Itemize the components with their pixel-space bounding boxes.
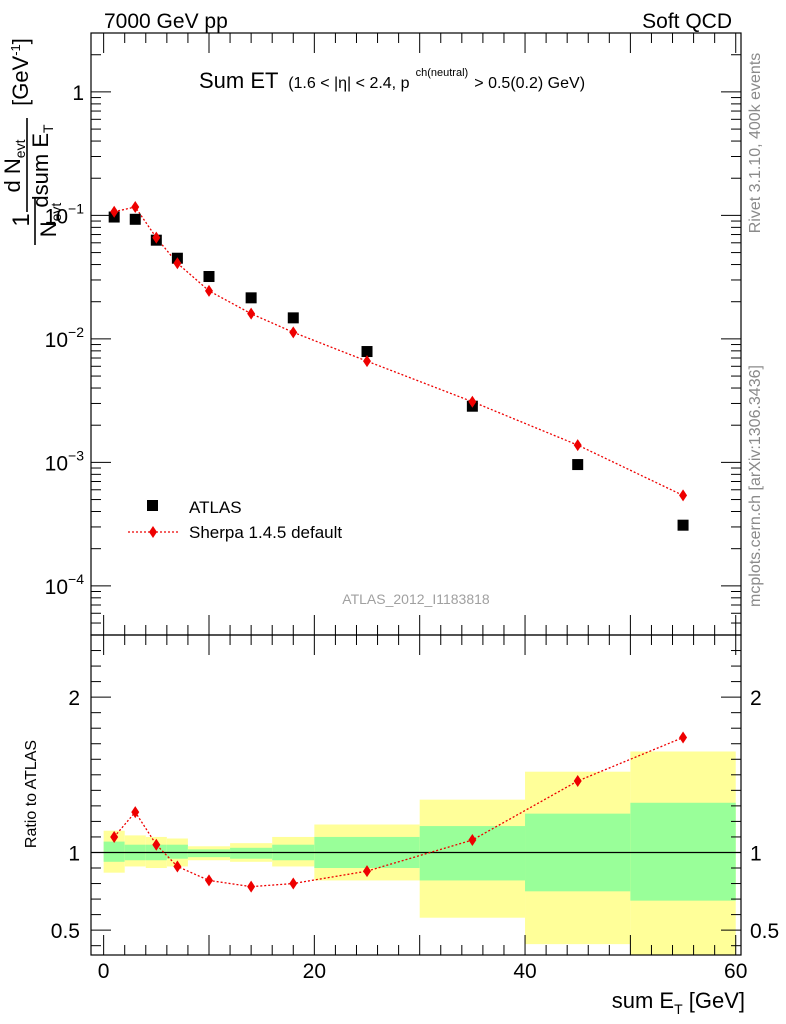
ratio-band-inner (187, 849, 231, 858)
atlas-point (203, 271, 215, 283)
x-tick-label: 40 (513, 960, 536, 983)
x-tick-label: 60 (724, 960, 747, 983)
ylabel-one: 1 (8, 213, 35, 226)
sherpa-ratio-line (113, 736, 684, 888)
ratio-band-inner (166, 844, 188, 859)
ratio-panel: 0 20 40 600.5 0.51 12 2 (51, 634, 779, 983)
top-y-tick-label: 10−3 (45, 447, 85, 475)
sherpa-point (468, 395, 477, 408)
tick-label-exp: −4 (68, 571, 84, 587)
ratio-y-tick-label-left: 1 (68, 842, 80, 865)
sherpa-ratio-point (363, 865, 372, 878)
sherpa-ratio-point (679, 731, 688, 744)
sherpa-point (110, 205, 119, 218)
ratio-y-tick-label-right: 2 (750, 687, 762, 710)
ylabel-num-sub: evt (12, 139, 28, 158)
tick-label-base: 10 (45, 205, 68, 228)
ylabel-den-main: dsum E (28, 133, 53, 208)
top-y-tick-label: 10−1 (45, 200, 85, 228)
xlabel-main: sum E (612, 988, 674, 1013)
ylabel-den-sub: T (40, 124, 56, 133)
legend-marker-sherpa (149, 526, 157, 538)
legend: ATLAS Sherpa 1.4.5 default (128, 498, 342, 542)
ratio-y-tick-label-right: 1 (750, 842, 762, 865)
title-main: Sum ET (199, 68, 278, 93)
xlabel-unit: [GeV] (683, 988, 745, 1013)
sherpa-ratio-point (204, 874, 213, 887)
chart-title: Sum ET (1.6 < |η| < 2.4, p ch(neutral) >… (199, 56, 585, 93)
header-right: Soft QCD (642, 10, 732, 33)
sherpa-ratio-point (468, 834, 477, 847)
x-tick-label: 20 (303, 960, 326, 983)
ylabel-num-main: d N (0, 158, 25, 192)
sherpa-ratio-point (247, 880, 256, 893)
atlas-point (677, 519, 689, 531)
ratio-band-inner (103, 841, 125, 862)
ratio-bands (103, 751, 736, 955)
y-axis-label-ratio: Ratio to ATLAS (23, 740, 40, 848)
y-axis-label-top: 1 Nevt d Nevt dsum ET [GeV-1] (0, 38, 64, 245)
ylabel-unit-sup: -1 (8, 44, 23, 56)
tick-label-exp: −2 (68, 324, 84, 340)
ratio-frame (90, 634, 742, 956)
sherpa-point (152, 231, 161, 244)
sherpa-ratio-point (573, 775, 582, 788)
tick-label-exp: −3 (68, 447, 84, 463)
title-cond-sup: ch(neutral) (416, 67, 469, 79)
sherpa-point (289, 326, 298, 339)
top-panel: 110−110−210−310−4 (45, 32, 742, 636)
top-y-tick-label: 10−4 (45, 571, 85, 599)
atlas-point (245, 292, 257, 304)
title-cond-a: (1.6 < |η| < 2.4, p (288, 75, 409, 92)
tick-label-base: 10 (45, 452, 68, 475)
reference-label: ATLAS_2012_I1183818 (342, 591, 490, 607)
sherpa-point (131, 200, 140, 213)
xlabel-sub: T (674, 1001, 683, 1017)
ylabel-num: d Nevt (0, 139, 28, 192)
ratio-y-tick-label-right: 0.5 (750, 920, 779, 943)
atlas-point (129, 213, 141, 225)
sherpa-ratio-point (289, 877, 298, 890)
sherpa-ratio-point (152, 838, 161, 851)
sherpa-point (173, 257, 182, 270)
ylabel-unit-main: [GeV (8, 55, 33, 105)
x-tick-label: 0 (98, 960, 110, 983)
legend-label-sherpa: Sherpa 1.4.5 default (189, 523, 342, 542)
ratio-band-inner (630, 802, 736, 901)
ylabel-n: Nevt (36, 203, 64, 238)
sherpa-point (573, 439, 582, 452)
atlas-point (572, 459, 584, 471)
sherpa-point (679, 489, 688, 502)
tick-label-base: 10 (45, 576, 68, 599)
ratio-band-inner (230, 847, 273, 859)
sherpa-ratio-point (173, 860, 182, 873)
side-mcplots: mcplots.cern.ch [arXiv:1306.3436] (747, 365, 764, 607)
tick-label-base: 10 (45, 329, 68, 352)
title-cond-b: > 0.5(0.2) GeV) (474, 75, 585, 92)
ylabel-n-main: N (36, 221, 61, 237)
ratio-y-tick-label-left: 0.5 (51, 920, 80, 943)
tick-label-exp: −1 (68, 200, 84, 216)
side-rivet: Rivet 3.1.10, 400k events (747, 53, 764, 234)
sherpa-point (363, 355, 372, 368)
ylabel-n-sub: evt (48, 203, 64, 222)
tick-label-base: 1 (72, 82, 84, 105)
x-axis-label: sum ET [GeV] (612, 988, 745, 1017)
header-left: 7000 GeV pp (104, 10, 228, 33)
sherpa-ratio-point (131, 806, 140, 819)
legend-label-atlas: ATLAS (189, 498, 242, 517)
sherpa-point (204, 284, 213, 297)
ylabel-unit: [GeV-1] (8, 38, 33, 106)
legend-marker-atlas (147, 500, 158, 511)
atlas-point (361, 346, 373, 358)
atlas-point (287, 312, 299, 324)
top-y-tick-label: 10−2 (45, 324, 85, 352)
sherpa-ratio-point (110, 830, 119, 843)
ratio-y-tick-label-left: 2 (68, 687, 80, 710)
ylabel-den: dsum ET (28, 124, 56, 208)
ylabel-unit-close: ] (8, 38, 33, 44)
sherpa-point (247, 307, 256, 320)
top-y-tick-label: 1 (72, 82, 84, 105)
